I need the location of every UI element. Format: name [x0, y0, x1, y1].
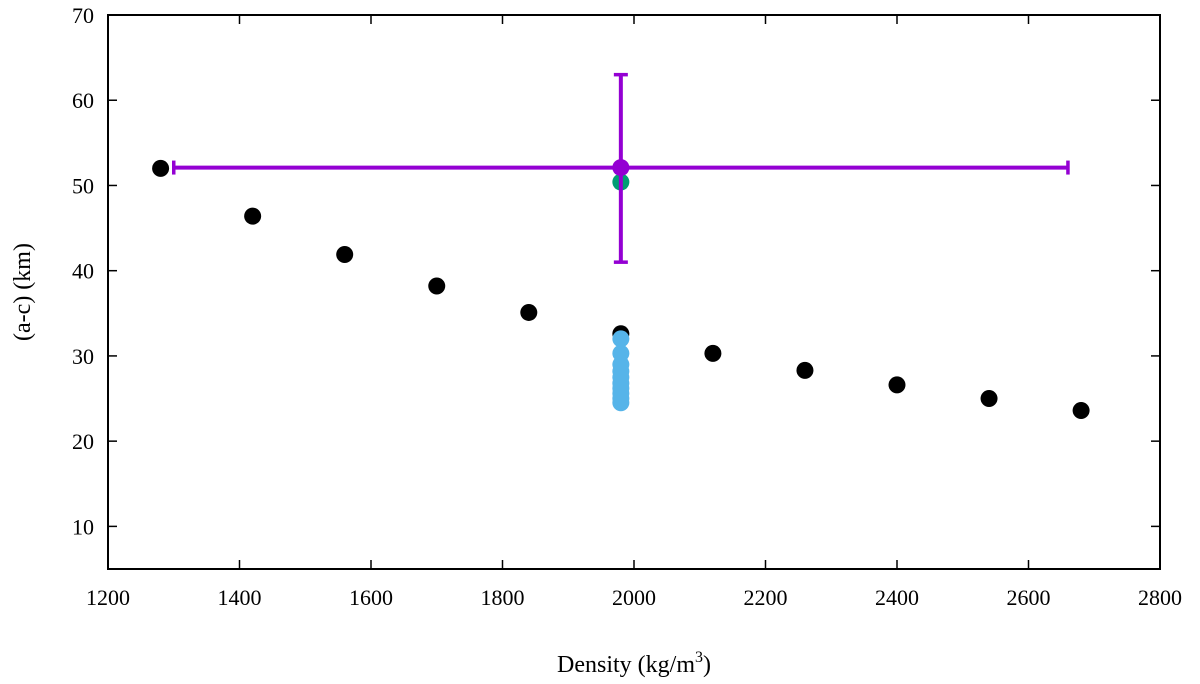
- y-tick-label: 30: [72, 344, 94, 369]
- y-tick-label: 60: [72, 88, 94, 113]
- x-tick-label: 1400: [218, 585, 262, 610]
- series-3: [172, 72, 1070, 264]
- data-point: [888, 376, 906, 394]
- y-tick-label: 20: [72, 429, 94, 454]
- data-point: [336, 245, 354, 263]
- plot-marks: [152, 72, 1090, 419]
- data-point: [612, 159, 630, 177]
- x-axis-title-superscript: 3: [695, 649, 703, 666]
- data-point: [520, 303, 538, 321]
- x-tick-label: 2600: [1007, 585, 1051, 610]
- data-point: [980, 390, 998, 408]
- y-tick-label: 70: [72, 3, 94, 28]
- y-tick-label: 50: [72, 173, 94, 198]
- x-tick-label: 2000: [612, 585, 656, 610]
- data-point: [796, 361, 814, 379]
- x-tick-label: 1200: [86, 585, 130, 610]
- x-tick-label: 2800: [1138, 585, 1182, 610]
- series-0: [152, 159, 1090, 419]
- y-axis-title: (a-c) (km): [10, 243, 36, 341]
- x-tick-label: 2400: [875, 585, 919, 610]
- data-point: [152, 159, 170, 177]
- data-point: [244, 207, 262, 225]
- x-tick-label: 1800: [481, 585, 525, 610]
- x-axis-title-main: Density (kg/m: [557, 652, 695, 678]
- x-tick-label: 2200: [744, 585, 788, 610]
- data-point: [612, 394, 630, 412]
- axis-ticks: 1200 1400 1600 1800 2000 2200 2400 2600 2800 10 20…: [72, 3, 1182, 610]
- series-1: [612, 330, 630, 412]
- x-axis-title-end: ): [703, 652, 711, 678]
- data-point: [428, 277, 446, 295]
- x-axis-title: Density (kg/m3): [557, 649, 711, 678]
- y-tick-label: 10: [72, 514, 94, 539]
- data-point: [704, 344, 722, 362]
- x-tick-label: 1600: [349, 585, 393, 610]
- data-point: [612, 330, 630, 348]
- y-tick-label: 40: [72, 259, 94, 284]
- plot-frame: [107, 14, 1161, 570]
- data-point: [1072, 401, 1090, 419]
